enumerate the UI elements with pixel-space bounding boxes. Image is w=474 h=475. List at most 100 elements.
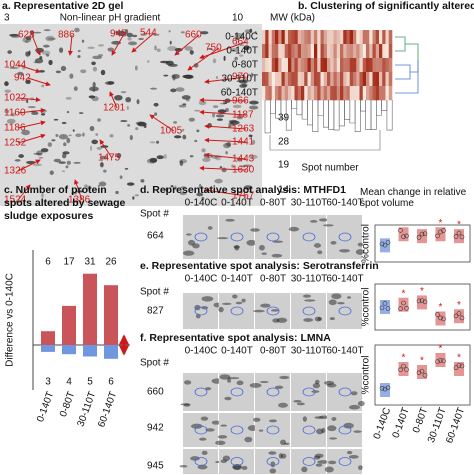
sig-star: *	[439, 344, 443, 355]
gel-spot	[96, 118, 102, 122]
gel-spot	[196, 129, 200, 133]
heat-cell	[359, 86, 364, 101]
spot-label: 1386	[68, 195, 91, 206]
heat-cell	[268, 86, 273, 101]
gel-spot	[243, 185, 253, 190]
gel-spot	[327, 425, 337, 432]
gel-spot	[179, 464, 188, 468]
x-tick-label: 0-80T	[411, 406, 430, 434]
column-label: 0-80T	[260, 274, 286, 285]
spot-dot	[453, 313, 459, 319]
spot-dot	[404, 233, 409, 239]
dendro	[328, 100, 335, 131]
spot-dot	[385, 306, 391, 311]
gel-spot	[10, 34, 21, 38]
gel-spot	[219, 102, 225, 105]
gel-spot	[223, 55, 226, 61]
heat-cell	[379, 30, 383, 45]
heat-cell	[320, 86, 325, 101]
gel-spot	[220, 459, 228, 464]
gel-spot	[252, 139, 256, 145]
roi	[302, 457, 316, 466]
gel-spot	[109, 134, 114, 138]
heat-cell	[379, 72, 383, 87]
dendro	[264, 100, 271, 134]
sig-star: *	[457, 220, 461, 231]
heat-cell	[323, 86, 328, 101]
y-label: %control	[361, 356, 372, 395]
heat-cell	[385, 72, 390, 87]
heat-cell	[310, 72, 315, 87]
row-label: 60-140T	[221, 88, 258, 99]
gel-spot	[234, 32, 244, 39]
heat-cell	[262, 44, 266, 59]
spot-arrow	[111, 33, 125, 56]
heat-cell	[362, 72, 367, 87]
spot-dot	[453, 365, 459, 371]
heat-cell	[330, 86, 334, 101]
heat-cell	[297, 44, 302, 59]
heat-cell	[375, 72, 380, 87]
column-label: 0-140T	[221, 274, 253, 285]
spot-label: 1524	[4, 195, 27, 206]
gel-spot	[58, 47, 64, 53]
gel-spot	[126, 105, 129, 110]
dendro	[360, 100, 366, 112]
gel-spot	[259, 380, 269, 383]
gel-spot	[241, 465, 248, 471]
spot-label: 1441	[232, 137, 255, 148]
heat-cell	[353, 72, 357, 87]
x-tick-label: 60-140T	[96, 390, 119, 429]
gel-spot	[66, 160, 71, 165]
panel-title: d. Representative spot analysis: MTHFD1	[140, 184, 346, 196]
gel-spot	[253, 309, 265, 313]
heat-cell	[297, 58, 302, 73]
gel-spot	[249, 105, 259, 110]
x-tick-label: 0-140T	[35, 390, 56, 424]
gel-spot	[92, 81, 96, 88]
column-label: 60-140T	[326, 346, 363, 357]
gel-spot	[261, 252, 267, 255]
heat-cell	[271, 58, 276, 73]
gel-spot	[201, 450, 208, 456]
roi	[338, 425, 352, 435]
spot-hash: Spot #	[140, 358, 169, 369]
gel-spot	[58, 134, 69, 140]
heat-cell	[268, 58, 273, 73]
gel-spot	[193, 63, 199, 68]
gel-spot	[116, 152, 122, 159]
heat-cell	[275, 86, 279, 101]
heat-cell	[353, 30, 357, 45]
column-label: 30-110T	[291, 198, 328, 209]
gel-spot	[239, 44, 245, 47]
gel-spot	[97, 44, 105, 47]
heat-cell	[281, 44, 286, 59]
gel-spot	[103, 169, 107, 173]
heat-cell	[353, 86, 357, 101]
gel-spot	[24, 40, 29, 44]
gel-spot	[244, 29, 251, 34]
gel-spot	[198, 100, 207, 106]
gel-spot	[185, 98, 190, 102]
gel-spot	[215, 75, 219, 79]
gel-crop	[291, 293, 326, 329]
spot-arrow	[199, 41, 247, 59]
gel-spot	[154, 112, 158, 116]
gel-spot	[17, 71, 24, 76]
spot-arrow	[109, 91, 118, 109]
gel-spot	[43, 44, 50, 48]
gel-spot	[132, 196, 135, 200]
gel-spot	[329, 317, 335, 321]
spot-box	[398, 362, 409, 376]
heat-cell	[340, 72, 344, 87]
heat-cell	[385, 86, 390, 101]
heat-cell	[268, 44, 273, 59]
dendro	[395, 72, 411, 80]
sig-star: *	[420, 286, 424, 297]
spot-label: 1044	[4, 60, 27, 71]
heat-cell	[333, 30, 338, 45]
spot-dot	[438, 358, 443, 363]
spot-label: 970	[232, 72, 249, 83]
heat-cell	[291, 58, 295, 73]
spot-dot	[379, 305, 385, 311]
